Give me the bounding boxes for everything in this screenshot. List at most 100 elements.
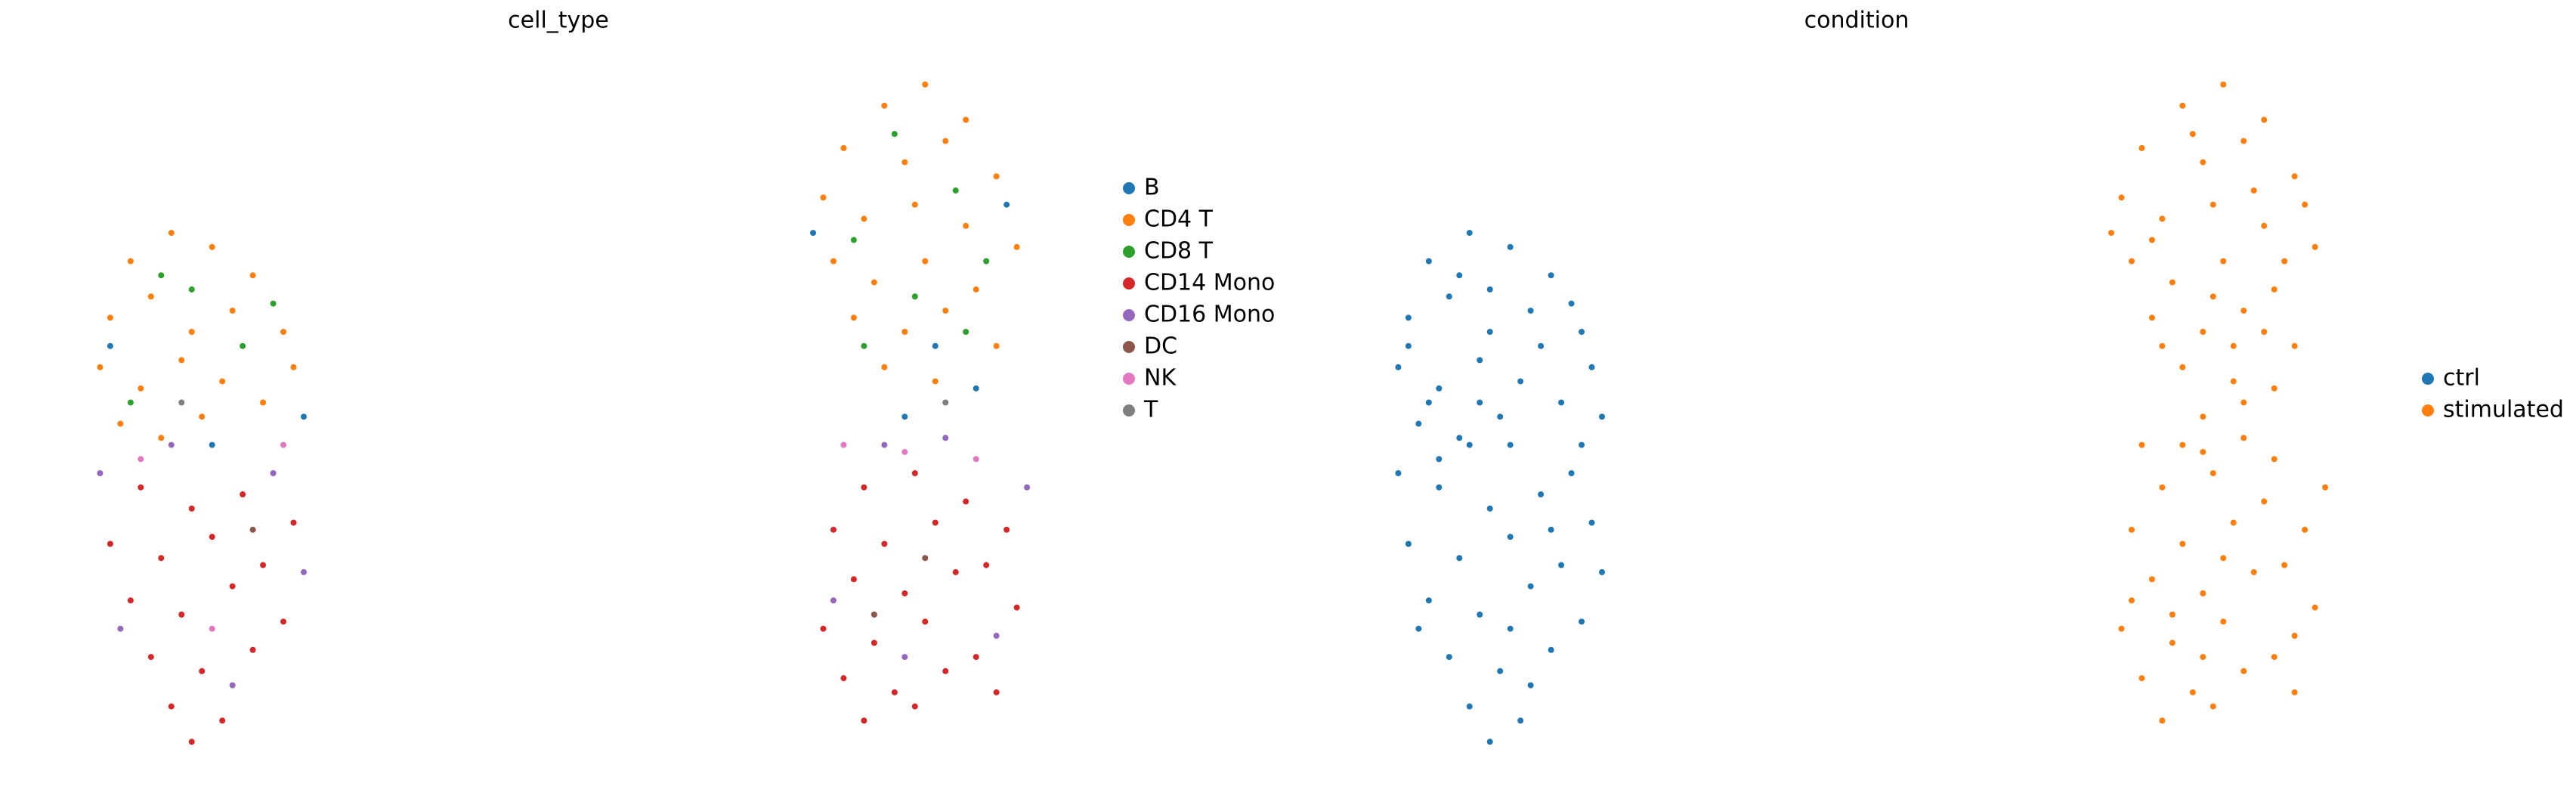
- point: [107, 540, 113, 547]
- point: [2159, 484, 2166, 491]
- point: [2128, 597, 2135, 604]
- point: [229, 682, 236, 689]
- point: [240, 342, 246, 349]
- point: [840, 675, 847, 682]
- point: [199, 413, 206, 420]
- legend-marker: [1123, 404, 1135, 417]
- point: [1548, 646, 1554, 653]
- point: [1466, 703, 1473, 710]
- point: [2230, 378, 2237, 385]
- point: [1405, 540, 1412, 547]
- point: [1507, 441, 1514, 448]
- point: [983, 562, 990, 568]
- point: [2210, 293, 2216, 300]
- point: [97, 364, 104, 370]
- point: [1486, 329, 1493, 335]
- point: [1558, 562, 1565, 568]
- legend-label: DC: [1144, 333, 1177, 360]
- legend-marker: [2422, 373, 2434, 385]
- point: [850, 576, 857, 583]
- point: [922, 618, 929, 625]
- point: [1507, 625, 1514, 632]
- point: [249, 646, 256, 653]
- point: [2210, 470, 2216, 476]
- point: [973, 286, 979, 293]
- point: [2169, 640, 2176, 646]
- point: [2240, 399, 2247, 406]
- point: [2261, 222, 2268, 229]
- point: [891, 131, 898, 138]
- point: [1436, 385, 1443, 392]
- point: [2179, 441, 2186, 448]
- point: [2128, 258, 2135, 265]
- point: [1579, 329, 1585, 335]
- point: [1477, 612, 1483, 618]
- point: [2291, 633, 2298, 640]
- point: [2291, 342, 2298, 349]
- point: [810, 230, 816, 237]
- legend-marker: [1123, 246, 1135, 258]
- point: [2169, 279, 2176, 286]
- point: [138, 484, 144, 491]
- point: [901, 329, 908, 335]
- point: [1517, 717, 1524, 724]
- point: [117, 420, 124, 427]
- point: [158, 272, 165, 279]
- chart-title: cell_type: [508, 8, 609, 34]
- legend-marker: [1123, 277, 1135, 290]
- point: [2271, 286, 2278, 293]
- point: [2138, 144, 2145, 151]
- point: [107, 314, 113, 321]
- point: [1538, 342, 1545, 349]
- point: [901, 448, 908, 455]
- point: [2220, 618, 2227, 625]
- point: [1579, 441, 1585, 448]
- point: [861, 342, 867, 349]
- point: [922, 81, 929, 88]
- point: [1517, 378, 1524, 385]
- point: [963, 222, 969, 229]
- point: [973, 456, 979, 463]
- legend-label: CD4 T: [1144, 206, 1214, 233]
- point: [2220, 555, 2227, 562]
- point: [2322, 484, 2329, 491]
- point: [249, 526, 256, 533]
- point: [2189, 689, 2196, 695]
- point: [168, 230, 175, 237]
- point: [2169, 612, 2176, 618]
- point: [1466, 441, 1473, 448]
- point: [2128, 526, 2135, 533]
- point: [2220, 81, 2227, 88]
- point: [1415, 420, 1422, 427]
- point: [301, 413, 307, 420]
- point: [952, 568, 959, 575]
- point: [219, 378, 226, 385]
- point: [820, 625, 827, 632]
- point: [240, 491, 246, 498]
- point: [147, 654, 154, 661]
- legend-marker: [1123, 309, 1135, 321]
- point: [2118, 625, 2125, 632]
- point: [188, 286, 195, 293]
- point: [2271, 456, 2278, 463]
- point: [871, 612, 877, 618]
- point: [830, 526, 837, 533]
- point: [2138, 675, 2145, 682]
- point: [280, 441, 287, 448]
- legend-label: CD14 Mono: [1144, 270, 1275, 296]
- point: [1568, 470, 1575, 476]
- point: [2240, 667, 2247, 674]
- point: [2159, 717, 2166, 724]
- point: [983, 258, 990, 265]
- point: [178, 357, 185, 364]
- point: [932, 342, 939, 349]
- point: [820, 194, 827, 201]
- point: [861, 484, 867, 491]
- point: [871, 279, 877, 286]
- point: [127, 597, 134, 604]
- point: [871, 640, 877, 646]
- point: [932, 378, 939, 385]
- point: [290, 519, 297, 526]
- legend-marker: [2422, 404, 2434, 417]
- point: [1486, 286, 1493, 293]
